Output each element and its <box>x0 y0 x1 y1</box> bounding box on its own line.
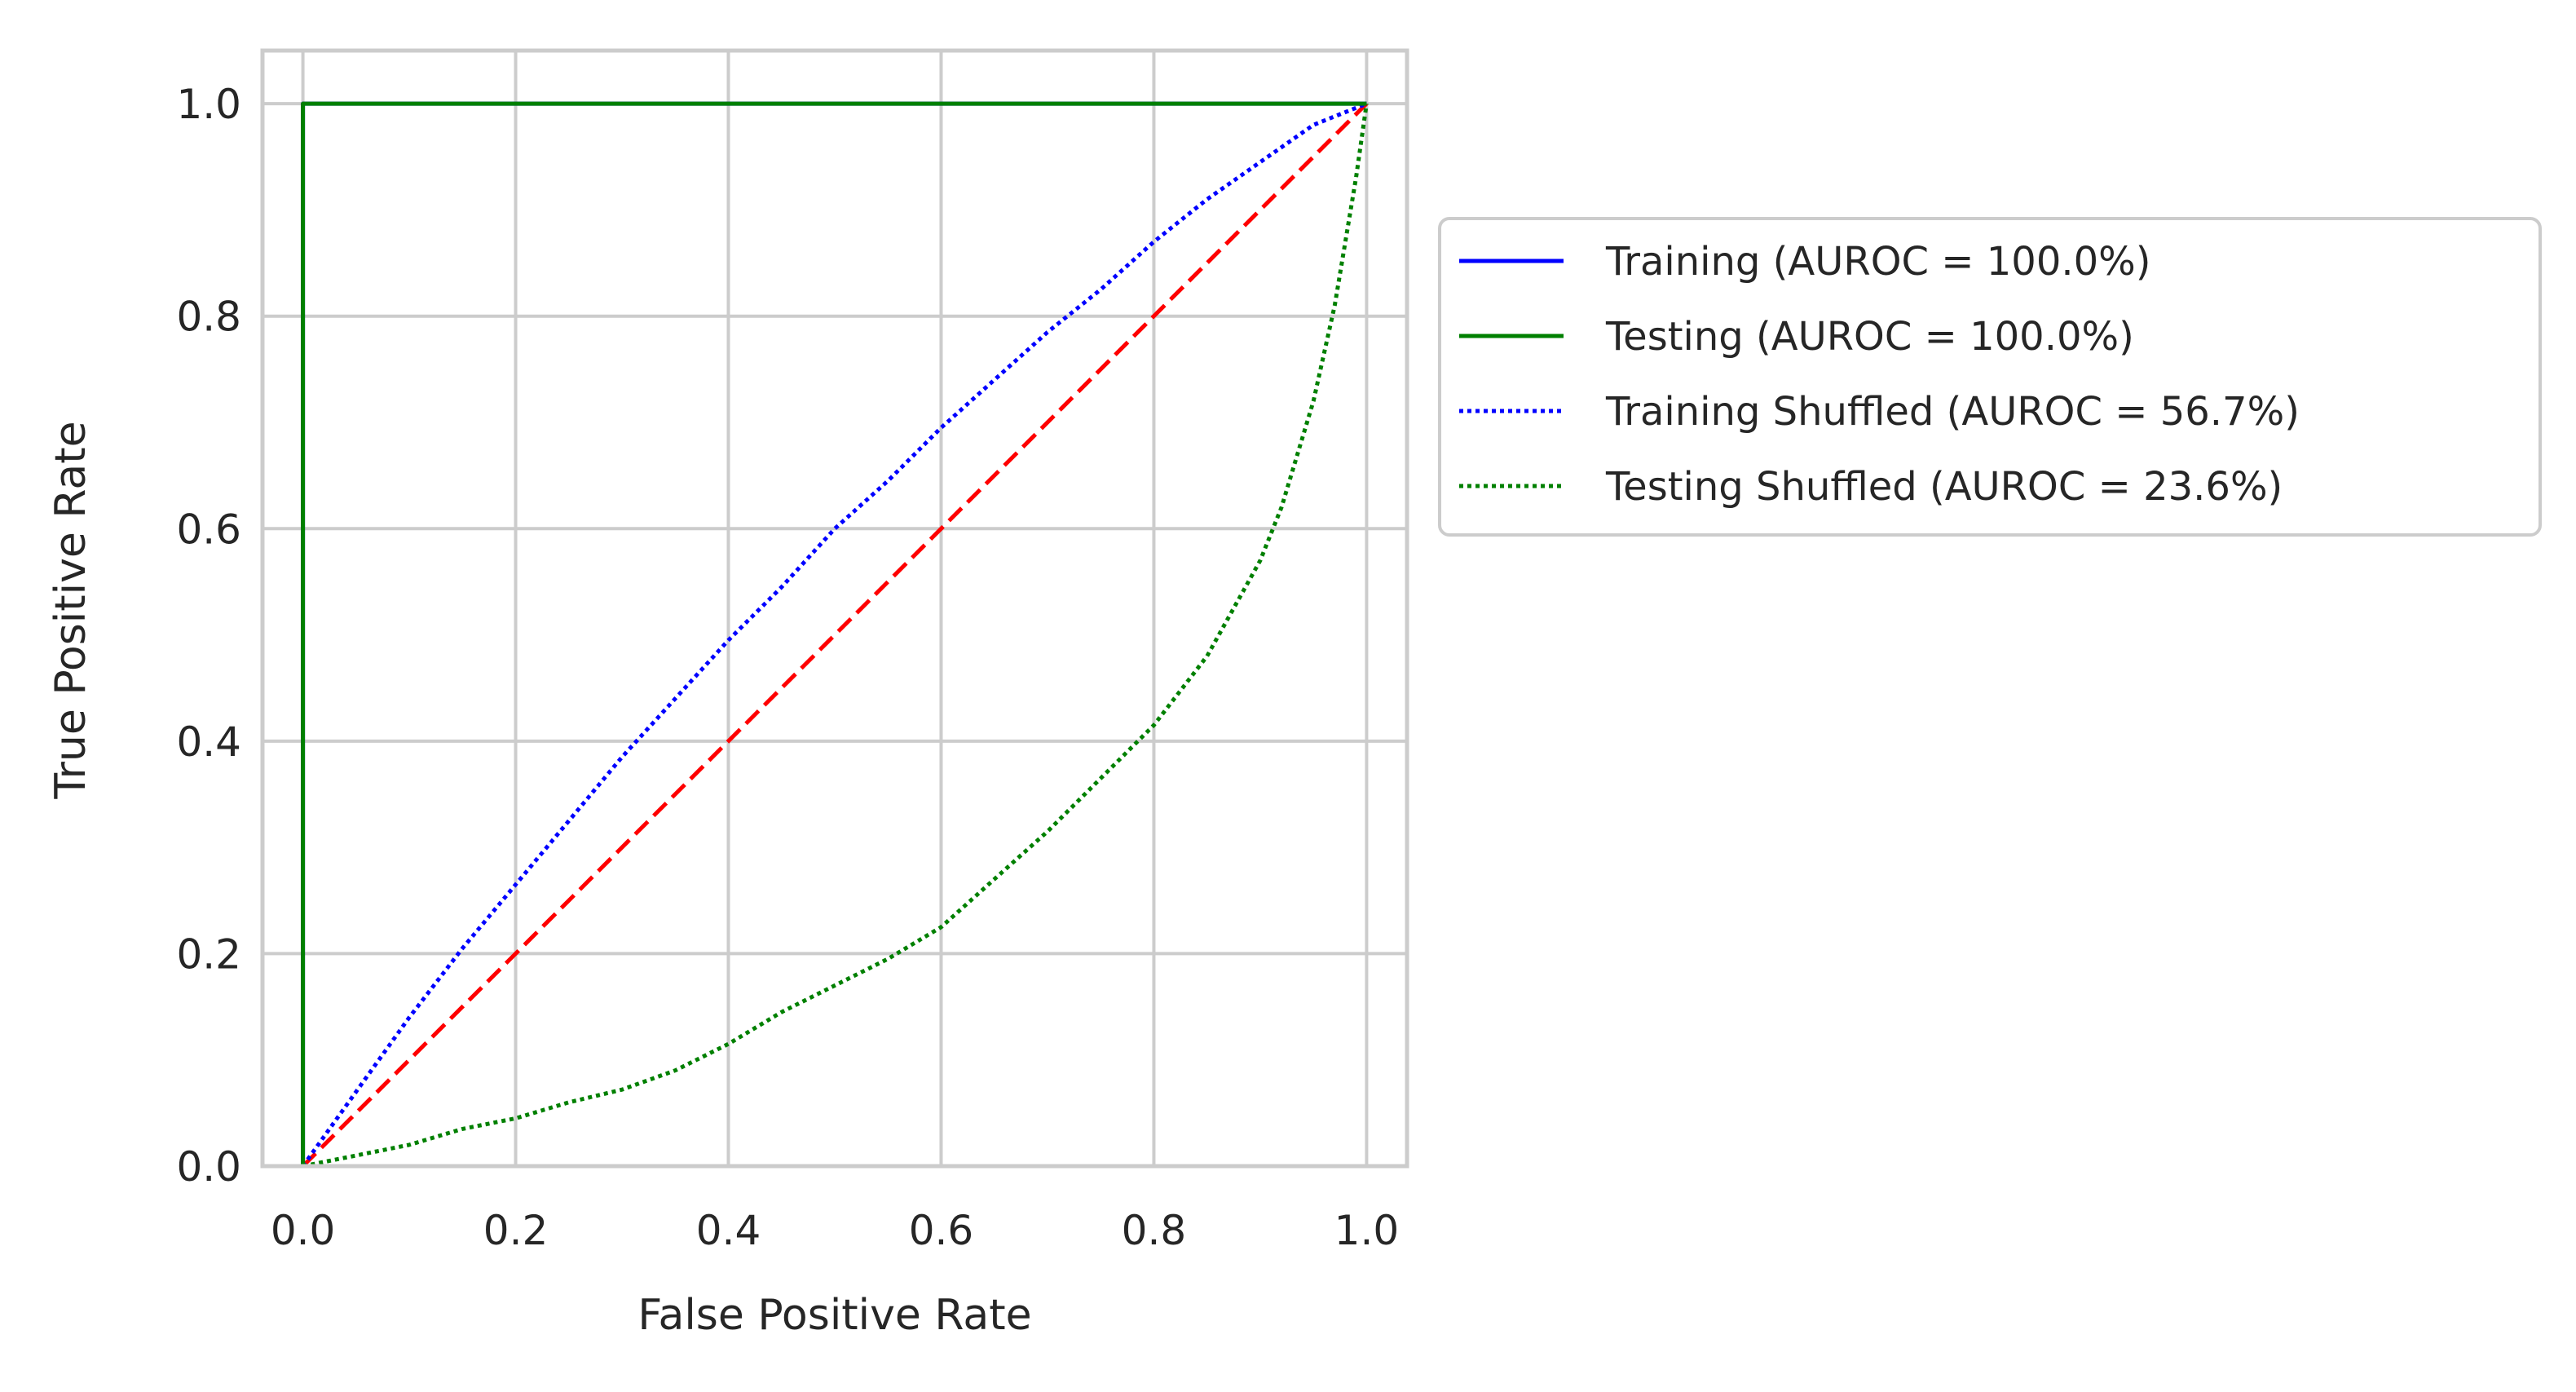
legend-label: Testing Shuffled (AUROC = 23.6%) <box>1605 464 2283 510</box>
x-tick-label: 0.8 <box>1122 1207 1187 1254</box>
y-tick-label: 0.0 <box>176 1143 241 1191</box>
legend-label: Training (AUROC = 100.0%) <box>1605 239 2150 285</box>
x-axis-label: False Positive Rate <box>637 1291 1031 1340</box>
x-tick-label: 1.0 <box>1334 1207 1400 1254</box>
x-tick-label: 0.6 <box>909 1207 974 1254</box>
y-tick-label: 0.2 <box>176 930 241 978</box>
y-tick-label: 0.8 <box>176 294 241 341</box>
y-tick-label: 0.6 <box>176 506 241 553</box>
x-tick-label: 0.4 <box>696 1207 761 1254</box>
series-training-shuffled <box>301 101 1368 1168</box>
plot-border <box>260 48 1409 1169</box>
x-tick-label: 0.0 <box>271 1207 336 1254</box>
grid <box>262 51 1407 1168</box>
plot-series <box>301 101 1369 1169</box>
tick-labels: 0.0 0.0 0.2 0.2 0.4 0.4 0.6 0.6 0.8 0.8 1.0 1.0 <box>176 81 1399 1254</box>
series-testing <box>301 101 1367 1166</box>
legend-label: Training Shuffled (AUROC = 56.7%) <box>1605 389 2300 435</box>
y-axis-label: True Positive Rate <box>46 421 95 799</box>
x-tick-label: 0.2 <box>483 1207 549 1254</box>
legend-box <box>1438 217 2542 537</box>
y-tick-label: 1.0 <box>176 81 241 128</box>
legend: Training (AUROC = 100.0%) Testing (AUROC … <box>1438 217 2542 537</box>
chance-diagonal-line <box>301 102 1369 1168</box>
y-tick-label: 0.4 <box>176 718 241 766</box>
plot-frame <box>260 48 1409 1169</box>
legend-label: Testing (AUROC = 100.0%) <box>1605 314 2134 360</box>
